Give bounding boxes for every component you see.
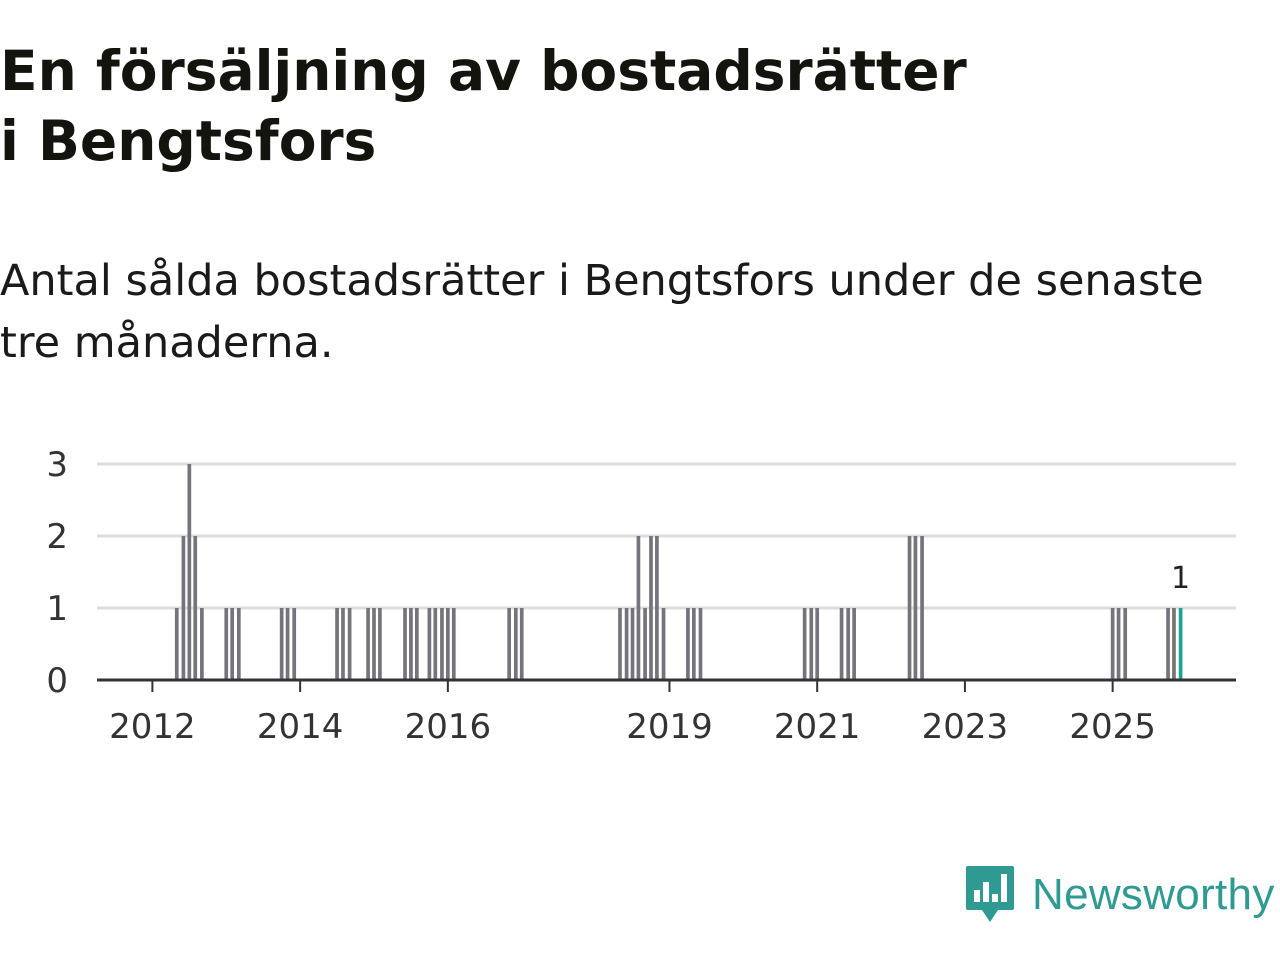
bar: [655, 536, 659, 680]
bar: [852, 608, 856, 680]
x-tick-label: 2014: [257, 707, 344, 747]
bar: [200, 608, 204, 680]
chart-title: En försäljning av bostadsrätter i Bengts…: [0, 39, 967, 173]
y-tick-label: 0: [46, 661, 68, 701]
bar: [920, 536, 924, 680]
bar: [403, 608, 407, 680]
bar: [279, 608, 284, 680]
bar: [372, 608, 376, 680]
y-tick-label: 3: [46, 445, 68, 485]
bar: [1116, 608, 1121, 680]
x-tick-label: 2025: [1069, 707, 1156, 747]
bar: [446, 608, 450, 680]
bar-chart: 0 1 2 3 2012 2014 2016 2019 2021 2023 2025 1: [46, 445, 1236, 747]
bar: [335, 608, 339, 680]
bar: [187, 464, 192, 680]
bar: [236, 608, 241, 680]
gridlines: [97, 462, 1236, 610]
bar: [409, 608, 413, 680]
bar: [1110, 608, 1115, 680]
newsworthy-logo: Newsworthy: [964, 862, 1275, 928]
axes: [97, 678, 1236, 692]
bar: [347, 608, 352, 680]
bar: [292, 608, 297, 680]
bar: [815, 608, 820, 680]
x-tick-label: 2019: [626, 707, 713, 747]
bar: [846, 608, 851, 680]
bar: [174, 608, 179, 680]
bar: [618, 608, 622, 680]
bar: [507, 608, 512, 680]
x-tick-label: 2023: [922, 707, 1009, 747]
bar: [686, 608, 690, 680]
bar: [414, 608, 419, 680]
bar: [839, 608, 844, 680]
bar: [366, 608, 370, 680]
bar: [661, 608, 666, 680]
bar: [1123, 608, 1128, 680]
bar: [285, 608, 290, 680]
bar: [181, 536, 186, 680]
bar: [1166, 608, 1170, 680]
x-tick-label: 2016: [405, 707, 492, 747]
bar: [698, 608, 703, 680]
bars: [174, 464, 1183, 680]
bar: [440, 608, 444, 680]
newsworthy-chart-bubble-icon: [966, 866, 1014, 922]
bar: [341, 608, 345, 680]
bar: [378, 608, 382, 680]
brand-name: Newsworthy: [1032, 870, 1275, 919]
bar: [193, 536, 198, 680]
bar: [224, 608, 229, 680]
y-tick-label: 1: [46, 589, 68, 629]
y-tick-label: 2: [46, 517, 68, 557]
bar: [519, 608, 524, 680]
x-tick-label: 2021: [774, 707, 861, 747]
bar: [636, 536, 641, 680]
bar: [809, 608, 814, 680]
chart-subtitle: Antal sålda bostadsrätter i Bengtsfors u…: [0, 256, 1204, 368]
bar: [230, 608, 235, 680]
bar: [630, 608, 635, 680]
bar: [649, 536, 653, 680]
bar: [624, 608, 629, 680]
data-label: 1: [1171, 561, 1190, 596]
bar: [433, 608, 438, 680]
bar: [643, 608, 647, 680]
bar-highlight: [1178, 608, 1183, 680]
bar: [451, 608, 456, 680]
labels: 0 1 2 3 2012 2014 2016 2019 2021 2023 2025 1: [46, 445, 1190, 747]
x-tick-label: 2012: [109, 707, 196, 747]
bar: [1172, 608, 1176, 680]
bar: [427, 608, 432, 680]
bar: [802, 608, 807, 680]
bar: [691, 608, 696, 680]
bar: [907, 536, 912, 680]
bar: [513, 608, 518, 680]
bar: [913, 536, 918, 680]
